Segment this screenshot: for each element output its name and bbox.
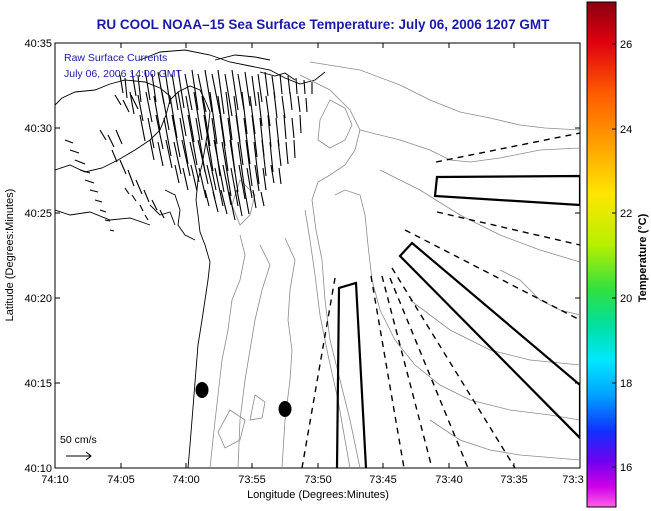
current-vectors — [64, 69, 313, 232]
y-tick-label: 40:20 — [24, 293, 52, 305]
colorbar-tick-label: 16 — [620, 462, 632, 474]
x-tick-label: 73:55 — [238, 474, 266, 486]
x-tick-label: 74:05 — [107, 474, 135, 486]
x-tick-label: 73:45 — [369, 474, 397, 486]
sst-contours — [209, 61, 580, 468]
y-tick-label: 40:10 — [24, 463, 52, 475]
colorbar-tick-label: 26 — [620, 39, 632, 51]
x-tick-label: 74:00 — [172, 474, 200, 486]
survey-lines-dashed — [301, 132, 580, 468]
axis-ticks — [54, 42, 581, 469]
y-tick-labels: 40:35 40:30 40:25 40:20 40:15 40:10 — [24, 38, 52, 475]
station-marker — [278, 401, 292, 417]
station-marker — [195, 382, 209, 398]
temperature-colorbar: 26 24 22 20 18 16 Temperature (°C) — [586, 1, 649, 508]
x-tick-labels: 74:10 74:05 74:00 73:55 73:50 73:45 73:4… — [41, 474, 583, 486]
plot-area: Raw Surface Currents July 06, 2006 14:00… — [54, 42, 581, 469]
scale-label: 50 cm/s — [60, 434, 97, 446]
x-tick-label: 73:35 — [500, 474, 528, 486]
x-tick-label: 74:10 — [41, 474, 69, 486]
x-tick-label: 73:3 — [562, 474, 583, 486]
colorbar-tick-label: 18 — [620, 378, 632, 390]
scale-arrow — [66, 451, 92, 461]
y-tick-label: 40:15 — [24, 378, 52, 390]
transect-boxes — [335, 174, 580, 468]
colorbar-title: Temperature (°C) — [637, 213, 649, 302]
colorbar-tick-label: 20 — [620, 293, 632, 305]
overlay-title: Raw Surface Currents — [64, 52, 167, 64]
overlay-timestamp: July 06, 2006 14:00 GMT — [64, 68, 182, 80]
map-title: RU COOL NOAA–15 Sea Surface Temperature:… — [97, 17, 550, 32]
y-tick-label: 40:25 — [24, 208, 52, 220]
y-tick-label: 40:30 — [24, 123, 52, 135]
colorbar-tick-label: 22 — [620, 208, 632, 220]
x-tick-label: 73:50 — [304, 474, 332, 486]
colorbar-tick-label: 24 — [620, 124, 632, 136]
y-tick-label: 40:35 — [24, 38, 52, 50]
y-axis-title: Latitude (Degrees:Minutes) — [4, 189, 16, 322]
x-tick-label: 73:40 — [435, 474, 463, 486]
x-axis-title: Longitude (Degrees:Minutes) — [247, 489, 389, 501]
